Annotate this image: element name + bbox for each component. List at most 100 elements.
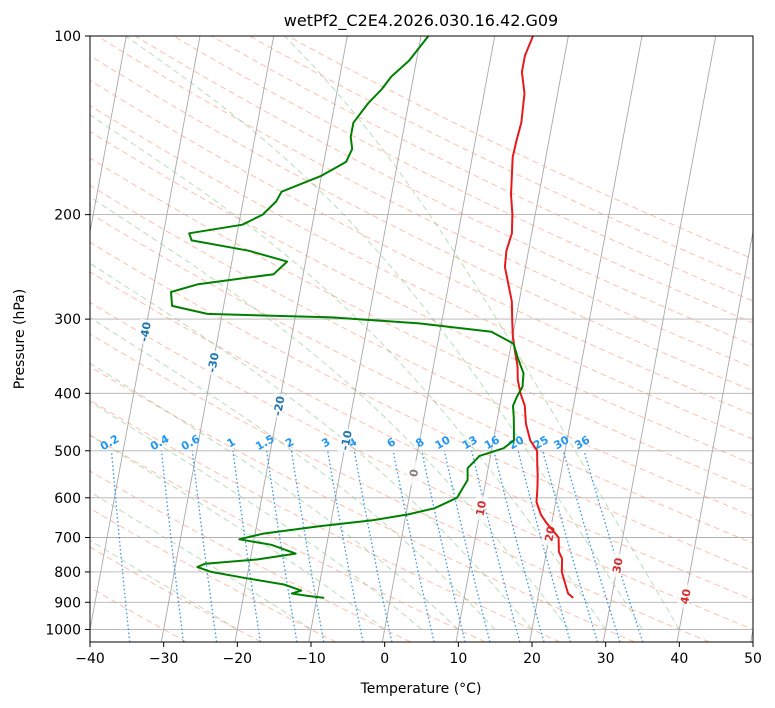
isotherm-label-bg xyxy=(204,349,221,376)
dry-adiabat xyxy=(90,399,561,642)
isotherm-label-bg xyxy=(5,232,21,258)
mixing-ratio-line xyxy=(583,450,644,642)
y-tick-label: 700 xyxy=(54,531,81,547)
y-tick-label: 900 xyxy=(54,595,81,611)
isotherm-label-bg xyxy=(71,274,87,300)
mixing-ratio-label: 2 xyxy=(283,435,296,450)
y-tick-label: 800 xyxy=(54,565,81,581)
isotherm-label-bg xyxy=(540,520,557,547)
isotherm-label: -20 xyxy=(271,395,287,417)
dry-adiabat xyxy=(211,36,753,302)
mixing-ratio-line xyxy=(327,450,364,642)
dry-adiabat xyxy=(90,271,753,601)
isotherm-label: 40 xyxy=(678,588,694,606)
dry-adiabat xyxy=(90,157,753,491)
isotherm-label-bg xyxy=(471,495,488,522)
x-axis-label: Temperature (°C) xyxy=(360,681,482,697)
dry-adiabat xyxy=(90,546,262,642)
isotherm-label-bg xyxy=(337,427,354,454)
isotherm-label-bg xyxy=(404,459,421,486)
mixing-ratio-line xyxy=(110,450,131,642)
mixing-ratio-label: 10 xyxy=(433,433,453,452)
y-tick-label: 1000 xyxy=(45,622,81,638)
mixing-ratio-line xyxy=(353,450,393,642)
moist-adiabat xyxy=(90,491,312,630)
plot-frame xyxy=(89,35,754,643)
dry-adiabat xyxy=(90,301,753,630)
moist-adiabat xyxy=(90,539,238,630)
y-tick-label: 300 xyxy=(54,312,81,328)
x-tick-label: 40 xyxy=(670,651,688,667)
isotherm-label: -10 xyxy=(338,429,354,451)
isotherm xyxy=(602,36,717,642)
y-tick-label: 400 xyxy=(54,386,81,402)
isotherm-label: 30 xyxy=(610,556,626,574)
dry-adiabat xyxy=(96,36,753,369)
mixing-ratio-label: 0.6 xyxy=(179,432,203,453)
mixing-ratio-line xyxy=(160,450,185,642)
dry-adiabat xyxy=(90,55,753,392)
isotherm xyxy=(750,627,753,642)
dry-adiabat xyxy=(90,212,753,544)
mixing-ratio-line xyxy=(562,450,621,642)
mixing-ratio-line xyxy=(232,450,262,642)
x-tick-label: −10 xyxy=(296,651,326,667)
x-tick-label: 20 xyxy=(523,651,541,667)
y-tick-label: 500 xyxy=(54,444,81,460)
isotherm xyxy=(455,36,569,642)
dry-adiabat xyxy=(90,333,710,642)
dry-adiabat xyxy=(173,36,753,324)
moist-adiabat xyxy=(284,36,680,630)
x-tick-label: −20 xyxy=(223,651,253,667)
x-tick-label: −40 xyxy=(75,651,105,667)
pressure-grid xyxy=(90,36,753,630)
x-axis: −40 −30 −20 −10 0 10 20 30 40 50 xyxy=(75,642,762,667)
moist-adiabat xyxy=(125,36,643,630)
isotherm-label-bg xyxy=(676,583,693,610)
isotherm-label-bg xyxy=(136,318,153,345)
y-tick-label: 100 xyxy=(54,29,81,45)
mixing-ratio-label: 8 xyxy=(413,435,426,450)
dry-adiabat xyxy=(90,104,753,440)
mixing-ratio-line xyxy=(290,450,325,642)
x-tick-label: −30 xyxy=(149,651,179,667)
mixing-ratio-line xyxy=(517,450,572,642)
y-axis: 1000 900 800 700 600 500 400 300 200 100 xyxy=(45,29,90,638)
x-tick-label: 50 xyxy=(744,651,762,667)
mixing-ratio-label: 30 xyxy=(552,433,572,452)
mixing-ratio-label: 3 xyxy=(319,435,332,450)
mixing-ratio-line xyxy=(392,450,435,642)
isotherm-label-bg xyxy=(269,392,286,419)
y-axis-label: Pressure (hPa) xyxy=(12,289,28,389)
isotherm-label: -60 xyxy=(6,234,22,256)
x-tick-label: 0 xyxy=(380,651,389,667)
mixing-ratio-line xyxy=(542,450,599,642)
dry-adiabat xyxy=(90,470,411,642)
moist-adiabat xyxy=(90,401,422,630)
dry-adiabat xyxy=(90,507,337,642)
dry-adiabat xyxy=(90,79,753,416)
dewpoint-profile xyxy=(170,36,525,599)
profiles xyxy=(170,36,574,599)
mixing-ratio-line xyxy=(471,450,521,642)
dry-adiabat xyxy=(249,36,753,281)
isotherm xyxy=(90,36,127,235)
isotherm xyxy=(160,36,275,642)
temperature-profile xyxy=(503,36,574,599)
dry-adiabat xyxy=(90,184,753,517)
mixing-ratio-line xyxy=(191,450,218,642)
moist-adiabat xyxy=(90,362,459,630)
isotherm-label: -40 xyxy=(137,320,153,342)
mixing-ratio-line xyxy=(266,450,298,642)
mixing-ratio-line xyxy=(493,450,545,642)
dry-adiabat xyxy=(287,36,753,260)
isotherm xyxy=(308,36,422,642)
mixing-ratio-label: 25 xyxy=(531,433,551,452)
moist-adiabat xyxy=(90,434,386,630)
mixing-ratio-line xyxy=(443,450,491,642)
dry-adiabat xyxy=(134,36,753,346)
x-tick-label: 10 xyxy=(449,651,467,667)
isotherm-label: 20 xyxy=(542,525,558,543)
